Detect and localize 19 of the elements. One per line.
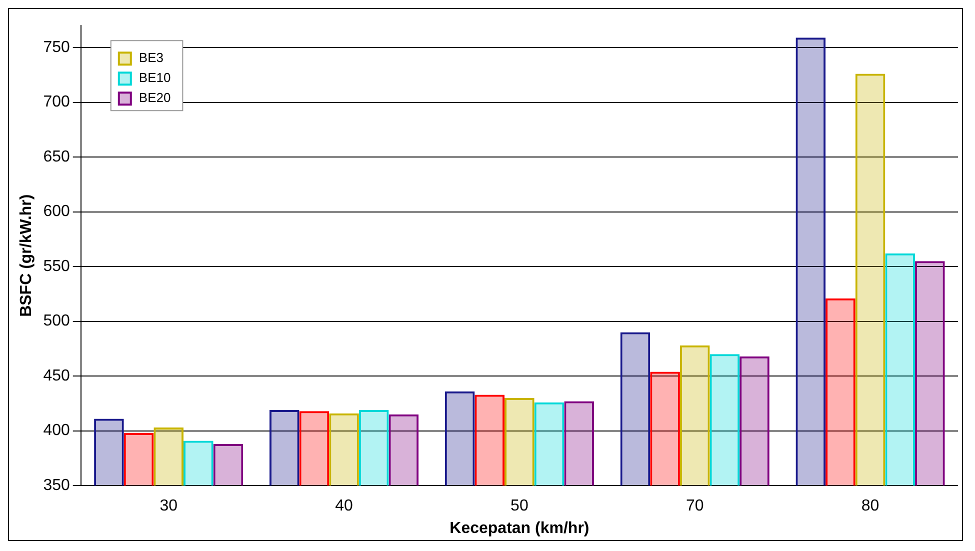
y-tick-label: 650 [43, 148, 70, 166]
x-tick-label: 40 [335, 498, 354, 515]
y-tick-label: 550 [43, 258, 70, 275]
y-tick-label: 700 [43, 94, 70, 111]
y-tick-label: 400 [43, 422, 70, 440]
x-axis-title: Kecepatan (km/hr) [450, 520, 590, 537]
y-axis-title: BSFC (gr/kW.hr) [18, 194, 36, 317]
y-tick-label: 350 [43, 477, 70, 494]
legend-label: BE3 [138, 50, 164, 66]
x-tick-label: 30 [160, 498, 178, 515]
y-tick-label: 450 [43, 367, 70, 384]
y-tick-label: 500 [43, 312, 70, 330]
x-tick-label: 70 [686, 498, 704, 515]
x-tick-label: 50 [510, 498, 528, 515]
legend-label: BE20 [138, 90, 171, 106]
x-tick-label: 80 [861, 498, 880, 515]
legend-label: BE10 [138, 70, 171, 86]
y-tick-label: 600 [43, 203, 70, 220]
y-tick-label: 750 [43, 38, 70, 56]
